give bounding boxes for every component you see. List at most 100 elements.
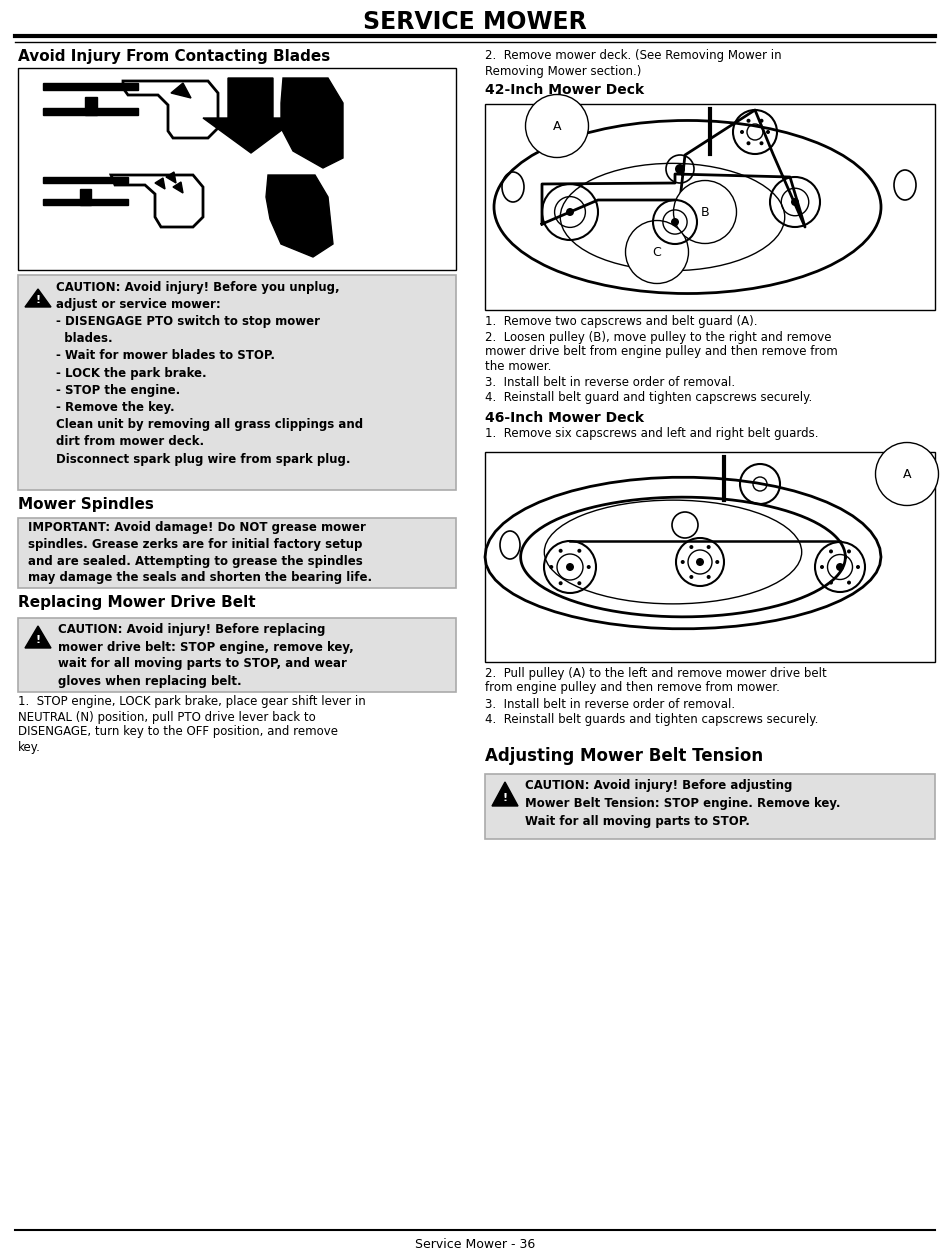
Bar [80,189,91,204]
Text: Avoid Injury From Contacting Blades: Avoid Injury From Contacting Blades [18,49,331,64]
Text: CAUTION: Avoid injury! Before adjusting: CAUTION: Avoid injury! Before adjusting [525,780,792,793]
Polygon shape [25,626,51,648]
Text: 1.  Remove six capscrews and left and right belt guards.: 1. Remove six capscrews and left and rig… [485,428,819,440]
Text: 2.  Pull pulley (A) to the left and remove mower drive belt: 2. Pull pulley (A) to the left and remov… [485,667,826,681]
Text: wait for all moving parts to STOP, and wear: wait for all moving parts to STOP, and w… [58,657,347,671]
FancyBboxPatch shape [18,618,456,692]
Circle shape [696,558,704,566]
Text: A: A [902,468,911,480]
Text: may damage the seals and shorten the bearing life.: may damage the seals and shorten the bea… [28,571,372,584]
Text: CAUTION: Avoid injury! Before replacing: CAUTION: Avoid injury! Before replacing [58,623,325,637]
Bar [43,199,128,204]
FancyBboxPatch shape [18,275,456,490]
Polygon shape [281,78,343,168]
Circle shape [747,142,750,145]
Text: Mower Belt Tension: STOP engine. Remove key.: Mower Belt Tension: STOP engine. Remove … [525,798,841,810]
Circle shape [690,545,693,549]
Text: key.: key. [18,741,41,754]
FancyBboxPatch shape [18,518,456,588]
Text: DISENGAGE, turn key to the OFF position, and remove: DISENGAGE, turn key to the OFF position,… [18,726,338,739]
Text: !: ! [503,793,507,803]
Text: 3.  Install belt in reverse order of removal.: 3. Install belt in reverse order of remo… [485,697,735,711]
Text: - LOCK the park brake.: - LOCK the park brake. [56,366,207,380]
Text: B: B [701,206,710,218]
Text: from engine pulley and then remove from mower.: from engine pulley and then remove from … [485,681,780,695]
Text: 1.  STOP engine, LOCK park brake, place gear shift lever in: 1. STOP engine, LOCK park brake, place g… [18,696,366,709]
Text: C: C [653,246,661,258]
Text: Mower Spindles: Mower Spindles [18,497,154,512]
Text: 3.  Install belt in reverse order of removal.: 3. Install belt in reverse order of remo… [485,375,735,389]
Circle shape [856,566,860,569]
Circle shape [566,208,574,216]
Text: mower drive belt from engine pulley and then remove from: mower drive belt from engine pulley and … [485,346,838,359]
Text: mower drive belt: STOP engine, remove key,: mower drive belt: STOP engine, remove ke… [58,641,353,653]
Circle shape [791,198,799,206]
Text: 46-Inch Mower Deck: 46-Inch Mower Deck [485,411,644,425]
FancyBboxPatch shape [18,68,456,270]
Text: Removing Mower section.): Removing Mower section.) [485,64,641,78]
Polygon shape [25,288,51,307]
Text: IMPORTANT: Avoid damage! Do NOT grease mower: IMPORTANT: Avoid damage! Do NOT grease m… [28,522,366,534]
Circle shape [747,119,750,123]
Text: the mower.: the mower. [485,360,551,372]
Text: dirt from mower deck.: dirt from mower deck. [56,435,204,448]
Text: CAUTION: Avoid injury! Before you unplug,: CAUTION: Avoid injury! Before you unplug… [56,281,340,293]
Polygon shape [155,178,165,189]
FancyBboxPatch shape [485,104,935,310]
Circle shape [715,561,719,564]
Circle shape [759,142,764,145]
Polygon shape [171,83,191,98]
FancyBboxPatch shape [485,774,935,839]
Circle shape [847,549,851,553]
Polygon shape [266,176,333,257]
Circle shape [847,581,851,584]
Text: NEUTRAL (N) position, pull PTO drive lever back to: NEUTRAL (N) position, pull PTO drive lev… [18,711,315,724]
Circle shape [559,549,562,553]
Text: - STOP the engine.: - STOP the engine. [56,384,180,396]
Text: !: ! [35,295,41,305]
Text: 2.  Remove mower deck. (See Removing Mower in: 2. Remove mower deck. (See Removing Mowe… [485,49,782,63]
Bar [43,177,128,183]
Circle shape [740,130,744,134]
Text: !: ! [35,635,41,645]
Circle shape [829,549,833,553]
Text: Disconnect spark plug wire from spark plug.: Disconnect spark plug wire from spark pl… [56,453,351,465]
Text: blades.: blades. [56,332,113,345]
Polygon shape [166,172,176,183]
Bar [85,97,97,115]
Text: SERVICE MOWER: SERVICE MOWER [363,10,587,34]
Text: Replacing Mower Drive Belt: Replacing Mower Drive Belt [18,594,256,609]
Circle shape [578,581,581,586]
Text: A: A [553,119,561,133]
Text: Service Mower - 36: Service Mower - 36 [415,1238,535,1250]
Text: 42-Inch Mower Deck: 42-Inch Mower Deck [485,83,644,97]
Text: spindles. Grease zerks are for initial factory setup: spindles. Grease zerks are for initial f… [28,538,362,551]
Text: 4.  Reinstall belt guards and tighten capscrews securely.: 4. Reinstall belt guards and tighten cap… [485,714,818,726]
Circle shape [829,581,833,584]
Circle shape [820,566,824,569]
Text: Clean unit by removing all grass clippings and: Clean unit by removing all grass clippin… [56,418,363,431]
Circle shape [836,563,844,571]
Text: - Remove the key.: - Remove the key. [56,401,175,414]
Polygon shape [173,182,183,193]
Circle shape [578,549,581,553]
FancyBboxPatch shape [485,451,935,662]
Circle shape [707,576,711,579]
Circle shape [559,581,562,586]
Text: and are sealed. Attempting to grease the spindles: and are sealed. Attempting to grease the… [28,554,363,568]
Circle shape [759,119,764,123]
Polygon shape [492,782,518,806]
Circle shape [566,563,574,571]
Bar [43,83,138,90]
Text: - DISENGAGE PTO switch to stop mower: - DISENGAGE PTO switch to stop mower [56,315,320,327]
Circle shape [690,576,693,579]
Circle shape [675,164,685,174]
Circle shape [681,561,685,564]
Circle shape [549,566,553,569]
Text: 1.  Remove two capscrews and belt guard (A).: 1. Remove two capscrews and belt guard (… [485,316,757,329]
Text: 4.  Reinstall belt guard and tighten capscrews securely.: 4. Reinstall belt guard and tighten caps… [485,391,812,405]
Text: Adjusting Mower Belt Tension: Adjusting Mower Belt Tension [485,747,763,765]
Text: - Wait for mower blades to STOP.: - Wait for mower blades to STOP. [56,350,275,362]
Circle shape [766,130,770,134]
Text: gloves when replacing belt.: gloves when replacing belt. [58,675,241,687]
